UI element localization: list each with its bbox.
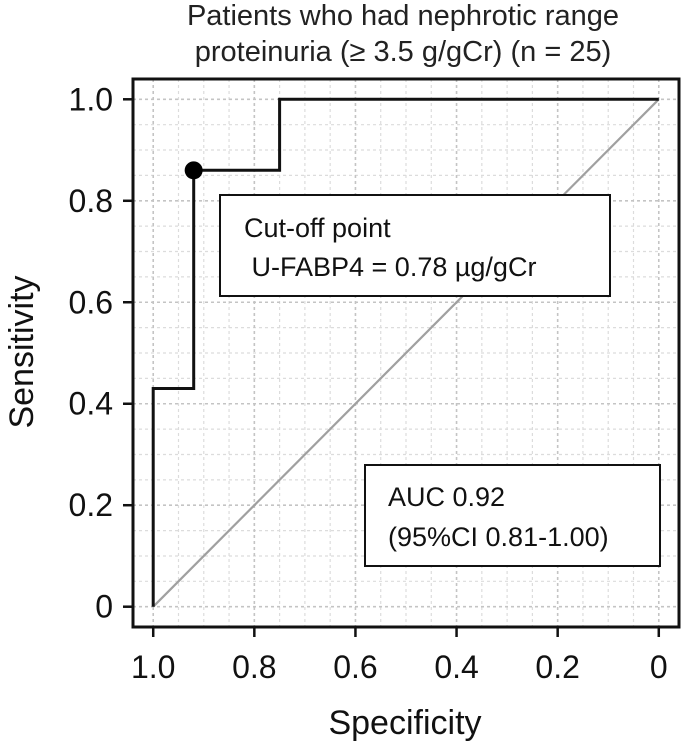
x-tick-label: 0.4 bbox=[434, 649, 478, 685]
chart-title-line-2: proteinuria (≥ 3.5 g/gCr) (n = 25) bbox=[195, 36, 611, 68]
cutoff-point-marker bbox=[184, 161, 203, 180]
cutoff-annotation-line-1: Cut-off point bbox=[244, 213, 391, 243]
x-tick-label: 0.6 bbox=[333, 649, 377, 685]
y-tick-label: 0 bbox=[95, 589, 113, 625]
y-axis: 0 0.2 0.4 0.6 0.8 1.0 bbox=[69, 81, 133, 625]
y-tick-label: 1.0 bbox=[69, 81, 113, 117]
y-axis-label: Sensitivity bbox=[3, 275, 41, 428]
reference-diagonal bbox=[152, 98, 660, 608]
y-tick-label: 0.4 bbox=[69, 386, 113, 422]
auc-annotation-line-1: AUC 0.92 bbox=[388, 482, 505, 512]
cutoff-annotation-line-2: U-FABP4 = 0.78 µg/gCr bbox=[244, 252, 536, 282]
y-tick-label: 0.2 bbox=[69, 487, 113, 523]
auc-annotation: AUC 0.92 (95%CI 0.81-1.00) bbox=[364, 464, 661, 567]
auc-annotation-box bbox=[364, 464, 661, 567]
x-tick-label: 0.8 bbox=[232, 649, 276, 685]
cutoff-annotation-box bbox=[219, 194, 611, 297]
cutoff-annotation: Cut-off point U-FABP4 = 0.78 µg/gCr bbox=[219, 194, 611, 297]
x-axis-label: Specificity bbox=[328, 704, 481, 742]
x-tick-label: 0 bbox=[650, 649, 668, 685]
y-tick-label: 0.8 bbox=[69, 183, 113, 219]
auc-annotation-line-2: (95%CI 0.81-1.00) bbox=[388, 522, 609, 552]
y-tick-label: 0.6 bbox=[69, 284, 113, 320]
chart-title-line-1: Patients who had nephrotic range bbox=[187, 0, 619, 32]
plot-frame bbox=[131, 77, 681, 629]
x-axis: 1.0 0.8 0.6 0.4 0.2 0 bbox=[131, 627, 668, 685]
x-tick-label: 0.2 bbox=[535, 649, 579, 685]
x-tick-label: 1.0 bbox=[131, 649, 175, 685]
